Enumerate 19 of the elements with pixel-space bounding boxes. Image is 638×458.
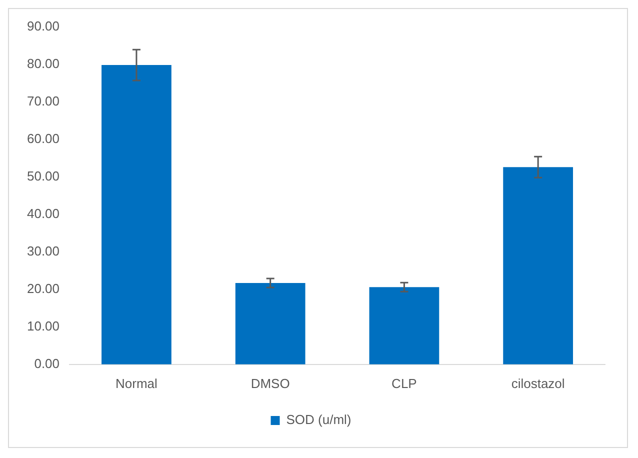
y-tick-label: 30.00 [26, 243, 60, 258]
y-tick-label: 70.00 [26, 93, 60, 108]
y-tick-label: 10.00 [26, 318, 60, 334]
bar [235, 283, 306, 364]
y-tick-label: 0.00 [34, 356, 60, 371]
x-tick-label: Normal [116, 376, 158, 391]
y-tick-label: 40.00 [26, 206, 60, 221]
y-tick-label: 60.00 [26, 130, 60, 146]
y-tick-label: 90.00 [26, 18, 60, 34]
x-tick-label: CLP [392, 376, 417, 391]
y-tick-label: 80.00 [26, 56, 60, 71]
x-tick-label: cilostazol [511, 376, 565, 391]
x-tick-label: DMSO [250, 376, 290, 391]
y-tick-label: 20.00 [26, 280, 60, 296]
legend-label: SOD (u/ml) [286, 412, 352, 428]
bar [369, 287, 440, 364]
bar [503, 167, 574, 364]
y-tick-label: 50.00 [26, 168, 60, 184]
bar [102, 65, 172, 364]
